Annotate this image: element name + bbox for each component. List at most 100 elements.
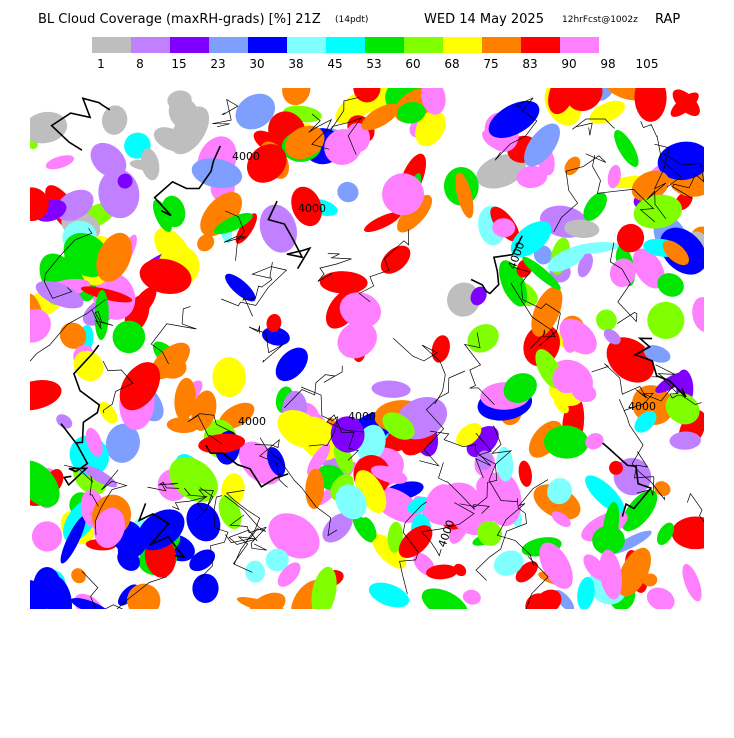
cloud-area [277, 562, 301, 587]
cloud-area [174, 377, 196, 421]
contour-label: 4000 [232, 150, 260, 163]
cloud-area [371, 533, 407, 569]
cloud-area [268, 513, 320, 559]
cloud-area [73, 350, 104, 382]
contour-line [420, 502, 475, 557]
contour-line [553, 153, 606, 233]
cloud-area [616, 223, 645, 253]
contour-line [172, 487, 208, 511]
cloud-area [166, 417, 200, 433]
contour-line [60, 423, 89, 487]
cloud-area [262, 327, 290, 346]
contour-line [592, 155, 656, 223]
cloud-area [212, 357, 246, 398]
cloud-area [30, 309, 51, 343]
cloud-area [682, 563, 702, 602]
cloud-area [669, 431, 701, 450]
cloud-area [564, 219, 600, 239]
cloud-area [453, 563, 467, 577]
cloud-area [488, 100, 540, 138]
contour-line [50, 97, 111, 151]
cloud-area [30, 580, 48, 609]
cloud-area [197, 234, 215, 252]
contour-line [224, 495, 266, 565]
legend-swatch [560, 37, 599, 53]
contour-line [510, 283, 556, 349]
cloud-area [45, 155, 75, 170]
cloud-area [609, 460, 623, 475]
cloud-area [503, 373, 537, 403]
cloud-area [198, 433, 246, 454]
cloud-area [672, 89, 700, 117]
cloud-area [387, 521, 403, 553]
cloud-area [364, 212, 401, 233]
cloud-area [613, 458, 652, 496]
cloud-area [516, 165, 548, 189]
model: RAP [655, 12, 680, 27]
contour-line [44, 228, 93, 299]
cloud-area [407, 496, 430, 514]
cloud-area [633, 194, 683, 229]
cloud-area [484, 471, 522, 527]
cloud-area [656, 522, 674, 545]
cloud-area [562, 335, 576, 353]
legend-swatch [248, 37, 287, 53]
cloud-area [265, 548, 289, 572]
cloud-area [235, 93, 276, 130]
contour-line [399, 501, 427, 595]
contour-line [30, 299, 106, 362]
cloud-area [547, 478, 572, 505]
contour-line [572, 118, 615, 136]
contour-line [229, 514, 267, 551]
forecast: 12hrFcst@1002z [562, 15, 638, 25]
cloud-area [370, 465, 408, 484]
cloud-area [634, 88, 667, 122]
cloud-area [617, 547, 651, 597]
contour-line [459, 432, 498, 507]
legend-label: 23 [210, 57, 225, 71]
cloud-area [539, 542, 573, 589]
cloud-area [415, 110, 446, 147]
cloud-area [515, 561, 538, 583]
cloud-area [476, 154, 526, 189]
cloud-area [525, 593, 552, 609]
cloud-area [335, 484, 367, 520]
cloud-area [577, 576, 595, 609]
legend-label: 38 [288, 57, 303, 71]
cloud-area [426, 564, 458, 580]
cloud-area [245, 560, 265, 583]
cloud-area [692, 297, 704, 333]
cloud-area [621, 489, 658, 532]
cloud-area [665, 392, 700, 425]
cloud-area [319, 271, 368, 294]
cloud-area [186, 502, 221, 542]
legend-label: 75 [483, 57, 498, 71]
cloud-area [117, 548, 140, 571]
cloud-area [267, 447, 286, 477]
cloud-area [60, 516, 86, 564]
cloud-area [583, 192, 607, 221]
cloud-area [382, 412, 415, 440]
cloud-area [94, 289, 109, 340]
cloud-area [469, 487, 492, 520]
cloud-area [477, 520, 502, 546]
cloud-area [396, 101, 426, 124]
cloud-area [98, 401, 118, 424]
contour-line [463, 332, 495, 406]
cloud-area [371, 380, 411, 398]
cloud-area [662, 240, 690, 266]
cloud-area [330, 416, 365, 453]
cloud-area [167, 90, 192, 110]
legend-swatch [365, 37, 404, 53]
legend-swatch [209, 37, 248, 53]
contour-line [591, 363, 649, 399]
contour-line [438, 462, 490, 514]
cloud-area [307, 443, 331, 476]
contour-line [283, 365, 343, 409]
cloud-area [654, 481, 671, 497]
contour-line [116, 576, 168, 609]
contour-line [205, 444, 289, 488]
cloud-area [607, 164, 621, 189]
cloud-area [55, 189, 94, 221]
